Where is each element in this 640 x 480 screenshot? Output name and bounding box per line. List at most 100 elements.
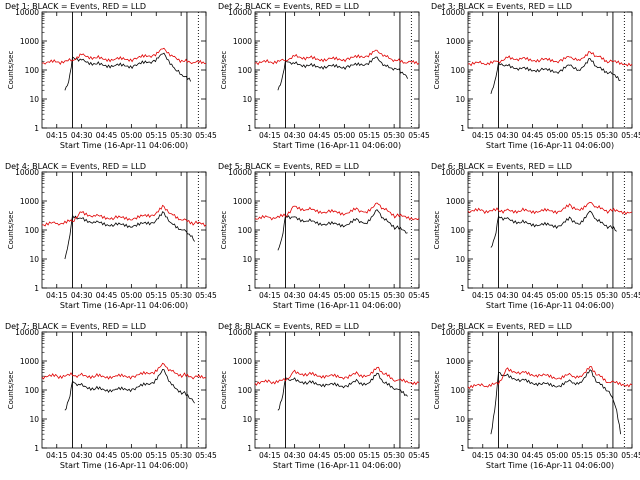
x-tick-label: 05:00 — [547, 451, 569, 460]
y-tick-label: 1 — [247, 124, 252, 133]
x-axis-label: Start Time (16-Apr-11 04:06:00) — [273, 301, 401, 310]
x-tick-label: 04:30 — [284, 291, 306, 300]
y-axis-label: Counts/sec — [220, 211, 228, 250]
y-tick-label: 1 — [460, 444, 465, 453]
x-tick-label: 05:15 — [145, 451, 167, 460]
y-tick-label: 1 — [34, 284, 39, 293]
x-tick-label: 05:45 — [408, 451, 430, 460]
y-tick-label: 1 — [460, 284, 465, 293]
x-tick-label: 05:45 — [621, 291, 640, 300]
x-axis-label: Start Time (16-Apr-11 04:06:00) — [273, 461, 401, 470]
x-tick-label: 05:15 — [145, 131, 167, 140]
y-tick-label: 10 — [455, 415, 465, 424]
y-axis-label: Counts/sec — [433, 211, 441, 250]
y-tick-label: 10 — [29, 415, 39, 424]
x-tick-label: 04:15 — [46, 131, 68, 140]
y-tick-label: 10 — [242, 95, 252, 104]
y-tick-label: 100 — [25, 226, 40, 235]
panel-det-9: Det 9: BLACK = Events, RED = LLD 1 10 100 10… — [431, 322, 640, 470]
panel-det-3: Det 3: BLACK = Events, RED = LLD 1 10 100 10… — [431, 2, 640, 150]
x-tick-label: 04:30 — [497, 291, 519, 300]
x-tick-label: 04:15 — [46, 291, 68, 300]
y-axis-label: Counts/sec — [433, 371, 441, 410]
y-tick-label: 100 — [238, 386, 253, 395]
x-tick-label: 05:30 — [383, 131, 405, 140]
series-line-lld — [467, 51, 633, 67]
series-line-events — [277, 209, 408, 251]
x-tick-label: 05:30 — [596, 131, 618, 140]
y-tick-label: 10000 — [441, 8, 465, 17]
x-tick-label: 04:15 — [472, 131, 494, 140]
series-line-events — [64, 52, 192, 91]
plot-frame — [254, 331, 420, 449]
series-line-events — [64, 369, 195, 411]
series-line-events — [490, 210, 617, 248]
x-tick-label: 04:30 — [284, 131, 306, 140]
y-tick-label: 1000 — [20, 37, 39, 46]
series-line-events — [277, 56, 408, 91]
series-line-lld — [254, 366, 420, 386]
x-tick-label: 05:00 — [334, 131, 356, 140]
x-tick-label: 04:30 — [71, 291, 93, 300]
x-tick-label: 04:30 — [71, 451, 93, 460]
panel-det-2: Det 2: BLACK = Events, RED = LLD 1 10 100 10… — [218, 2, 430, 150]
x-tick-label: 05:15 — [145, 291, 167, 300]
y-tick-label: 10 — [242, 415, 252, 424]
y-tick-label: 1 — [247, 284, 252, 293]
y-tick-label: 100 — [451, 226, 466, 235]
chart-title: Det 1: BLACK = Events, RED = LLD — [5, 2, 146, 11]
chart-title: Det 5: BLACK = Events, RED = LLD — [218, 162, 359, 171]
chart-title: Det 4: BLACK = Events, RED = LLD — [5, 162, 146, 171]
x-tick-label: 05:15 — [358, 291, 380, 300]
x-tick-label: 04:30 — [497, 131, 519, 140]
y-tick-label: 1000 — [233, 37, 252, 46]
x-tick-label: 05:45 — [195, 291, 217, 300]
plot-frame — [467, 331, 633, 449]
x-tick-label: 04:30 — [284, 451, 306, 460]
y-tick-label: 100 — [451, 66, 466, 75]
x-tick-label: 05:45 — [195, 451, 217, 460]
y-axis-label: Counts/sec — [220, 371, 228, 410]
x-tick-label: 05:30 — [596, 451, 618, 460]
panel-det-7: Det 7: BLACK = Events, RED = LLD 1 10 100 10… — [5, 322, 217, 470]
y-tick-label: 10000 — [228, 328, 252, 337]
y-tick-label: 10000 — [15, 328, 39, 337]
series-line-lld — [42, 204, 207, 227]
x-axis-label: Start Time (16-Apr-11 04:06:00) — [60, 301, 188, 310]
x-tick-label: 05:30 — [596, 291, 618, 300]
x-tick-label: 04:45 — [96, 451, 118, 460]
chart-title: Det 6: BLACK = Events, RED = LLD — [431, 162, 572, 171]
y-tick-label: 1 — [34, 444, 39, 453]
x-tick-label: 04:45 — [96, 131, 118, 140]
y-tick-label: 1000 — [446, 37, 465, 46]
x-tick-label: 05:00 — [547, 291, 569, 300]
series-line-events — [490, 58, 621, 95]
x-tick-label: 05:15 — [358, 451, 380, 460]
panel-det-1: Det 1: BLACK = Events, RED = LLD 1 10 100 10… — [5, 2, 217, 150]
x-tick-label: 05:45 — [408, 291, 430, 300]
series-line-lld — [467, 365, 633, 390]
x-axis-label: Start Time (16-Apr-11 04:06:00) — [486, 141, 614, 150]
x-tick-label: 04:45 — [522, 131, 544, 140]
x-tick-label: 05:15 — [358, 131, 380, 140]
y-tick-label: 1 — [34, 124, 39, 133]
plot-frame — [254, 171, 420, 289]
panel-det-5: Det 5: BLACK = Events, RED = LLD 1 10 100 10… — [218, 162, 430, 310]
series-line-events — [277, 372, 408, 411]
x-axis-label: Start Time (16-Apr-11 04:06:00) — [486, 461, 614, 470]
x-tick-label: 05:45 — [195, 131, 217, 140]
x-tick-label: 04:45 — [96, 291, 118, 300]
y-tick-label: 100 — [451, 386, 466, 395]
x-axis-label: Start Time (16-Apr-11 04:06:00) — [486, 301, 614, 310]
x-tick-label: 05:00 — [547, 131, 569, 140]
x-tick-label: 04:45 — [522, 291, 544, 300]
y-axis-label: Counts/sec — [7, 371, 15, 410]
series-line-events — [490, 369, 621, 435]
x-tick-label: 05:15 — [571, 291, 593, 300]
x-tick-label: 04:15 — [46, 451, 68, 460]
y-tick-label: 100 — [238, 226, 253, 235]
y-tick-label: 1 — [460, 124, 465, 133]
x-tick-label: 05:30 — [383, 451, 405, 460]
y-tick-label: 10 — [29, 95, 39, 104]
y-tick-label: 1000 — [446, 357, 465, 366]
